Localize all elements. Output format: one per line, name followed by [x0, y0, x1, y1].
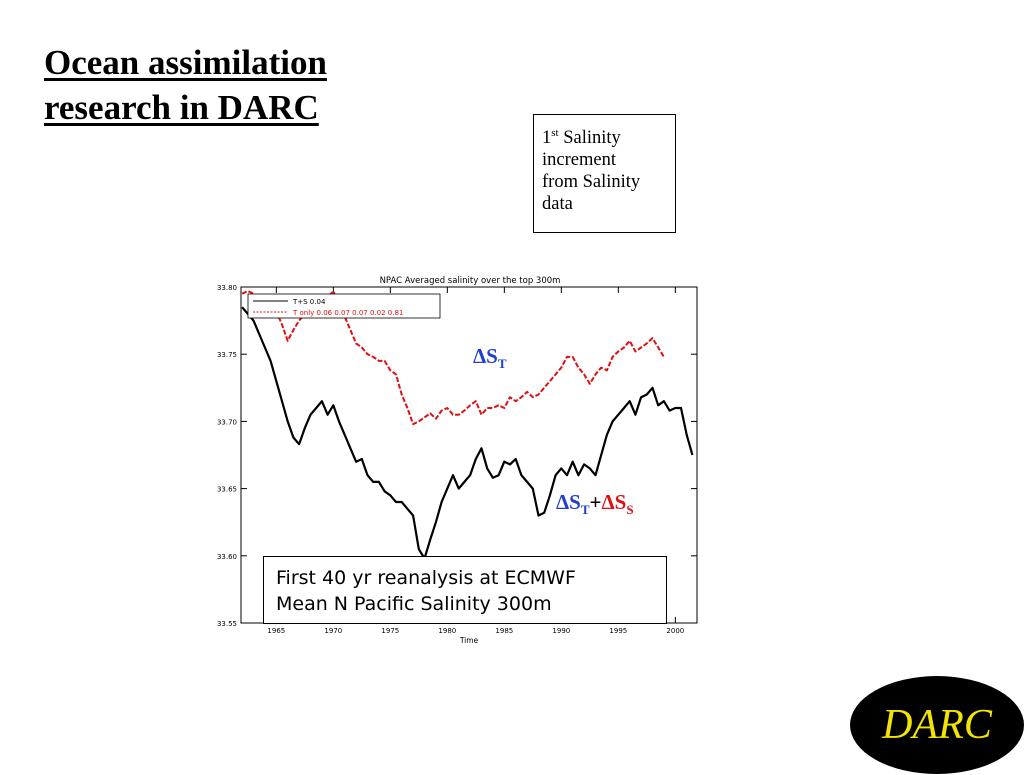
x-tick-label: 2000	[666, 627, 684, 635]
series-line-t-only	[241, 290, 665, 426]
note-line3: from Salinity	[542, 172, 641, 193]
y-axis: 33.55 33.60 33.65 33.70 33.75 33.80	[217, 284, 697, 628]
delta-symbol-2: Δ	[601, 490, 615, 514]
y-tick-label: 33.70	[217, 418, 237, 426]
t-subscript: T	[497, 356, 507, 372]
chart-title: NPAC Averaged salinity over the top 300m	[380, 276, 561, 286]
s-symbol-1: S	[569, 490, 581, 514]
legend-label-t-plus-s: T+S 0.04	[292, 298, 326, 306]
salinity-increment-note: 1st Salinity increment from Salinity dat…	[533, 114, 676, 233]
x-axis-label: Time	[459, 636, 479, 645]
plus-symbol: +	[589, 490, 602, 514]
delta-symbol-1: Δ	[556, 490, 570, 514]
slide-title-line1: Ocean assimilation	[44, 43, 327, 82]
note-ordinal-suffix: st	[551, 127, 559, 139]
reanalysis-line2: Mean N Pacific Salinity 300m	[276, 593, 552, 615]
delta-st-label: ΔST	[473, 344, 507, 372]
delta-st-plus-ss-label: ΔST+ΔSS	[556, 490, 634, 518]
logo-text: DARC	[881, 702, 993, 748]
note-line1: Salinity	[563, 128, 621, 149]
s-symbol: S	[486, 344, 498, 368]
legend-box	[247, 293, 441, 319]
s-subscript: S	[626, 502, 634, 518]
series-lines	[241, 290, 694, 560]
x-tick-label: 1985	[495, 627, 513, 635]
legend: T+S 0.04 T only 0.06 0.07 0.07 0.02 0.81	[247, 293, 441, 319]
darc-logo: DARC	[850, 676, 1024, 774]
y-tick-label: 33.75	[217, 351, 237, 359]
note-line4: data	[542, 194, 573, 215]
s-symbol-2: S	[614, 490, 627, 514]
reanalysis-line1: First 40 yr reanalysis at ECMWF	[276, 567, 576, 589]
x-tick-label: 1990	[552, 627, 570, 635]
x-tick-label: 1995	[609, 627, 627, 635]
x-tick-label: 1980	[438, 627, 456, 635]
slide-title-line2: research in DARC	[44, 88, 319, 127]
y-tick-label: 33.65	[217, 486, 237, 494]
legend-label-t-only: T only 0.06 0.07 0.07 0.02 0.81	[292, 309, 403, 317]
note-ordinal: 1	[542, 128, 552, 149]
delta-symbol: Δ	[473, 344, 487, 368]
slide-title: Ocean assimilation research in DARC	[44, 40, 327, 130]
y-tick-label: 33.55	[217, 620, 237, 628]
reanalysis-caption: First 40 yr reanalysis at ECMWF Mean N P…	[263, 556, 667, 624]
t-subscript: T	[580, 502, 590, 518]
x-tick-label: 1970	[324, 627, 342, 635]
note-line2: increment	[542, 150, 616, 171]
series-line-t-plus-s	[241, 306, 694, 560]
logo-ellipse	[850, 676, 1024, 774]
y-tick-label: 33.80	[217, 284, 237, 292]
x-tick-label: 1975	[381, 627, 399, 635]
y-tick-label: 33.60	[217, 553, 237, 561]
x-tick-label: 1965	[267, 627, 285, 635]
